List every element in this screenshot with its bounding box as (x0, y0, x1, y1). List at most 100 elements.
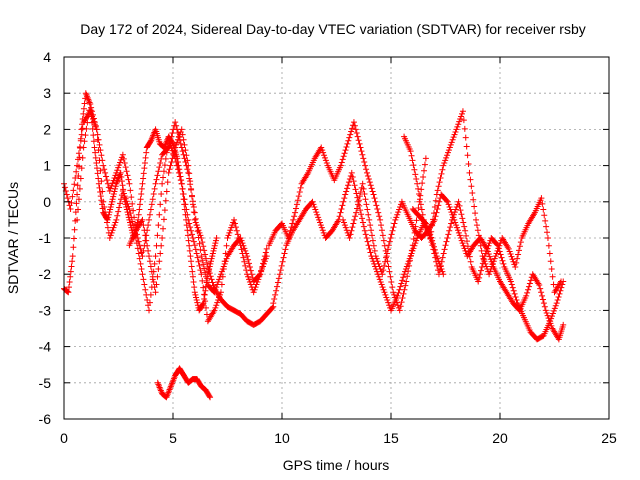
data-point (367, 182, 374, 189)
data-point (511, 290, 518, 297)
data-point (379, 271, 386, 278)
data-point (412, 240, 419, 247)
data-point (378, 227, 385, 234)
data-point (353, 130, 360, 137)
data-point (460, 117, 467, 124)
data-point (387, 235, 394, 241)
data-point (154, 172, 161, 179)
data-point (453, 203, 460, 210)
data-point (430, 246, 437, 253)
data-point (412, 171, 419, 178)
data-point (341, 222, 348, 229)
data-point (191, 242, 198, 249)
data-point (254, 278, 261, 285)
data-point (215, 278, 222, 285)
data-point (516, 243, 523, 250)
data-point (227, 227, 234, 234)
data-point (388, 231, 395, 238)
data-point (411, 242, 418, 249)
data-point (183, 152, 190, 159)
data-point (443, 154, 450, 161)
data-point (372, 198, 379, 205)
data-point (116, 162, 123, 169)
data-point (442, 242, 449, 249)
data-point (197, 232, 204, 239)
series-sat-h (340, 180, 567, 343)
data-point (157, 250, 164, 257)
data-point (98, 152, 105, 159)
data-point (112, 185, 119, 192)
data-point (130, 222, 137, 229)
data-point (282, 246, 289, 253)
data-point (207, 394, 214, 401)
data-point (184, 227, 191, 234)
data-point (365, 242, 372, 249)
y-tick-label: 2 (43, 121, 51, 137)
data-point (188, 263, 195, 270)
data-point (156, 258, 163, 265)
data-point (449, 136, 456, 143)
data-point (186, 242, 193, 249)
data-point (461, 223, 468, 230)
data-point (506, 248, 513, 255)
data-point (390, 289, 397, 296)
data-point (370, 242, 377, 249)
data-point (551, 305, 558, 312)
data-point (344, 185, 351, 192)
data-point (247, 281, 254, 288)
data-point (556, 290, 563, 297)
data-point (512, 263, 519, 270)
data-point (143, 237, 150, 244)
data-point (102, 169, 109, 176)
data-point (318, 144, 325, 151)
data-point (75, 150, 82, 157)
data-point (212, 237, 219, 244)
data-point (472, 210, 479, 217)
data-point (138, 191, 145, 198)
data-point (190, 203, 197, 210)
data-point (374, 258, 381, 265)
data-point (75, 206, 82, 213)
data-point (203, 255, 210, 262)
data-point (377, 266, 384, 273)
data-point (466, 253, 473, 260)
data-point (187, 178, 194, 185)
data-point (201, 291, 208, 298)
data-point (456, 202, 463, 209)
data-point (80, 105, 87, 112)
data-point (489, 260, 496, 267)
data-point (454, 123, 461, 130)
data-point (544, 312, 551, 319)
data-point (525, 286, 532, 293)
data-point (469, 190, 476, 197)
x-tick-label: 25 (601, 430, 617, 446)
data-point (193, 250, 200, 257)
data-point (550, 307, 557, 314)
data-point (146, 307, 153, 314)
data-point (493, 241, 500, 248)
data-point (256, 273, 263, 280)
data-point (167, 162, 174, 169)
data-point (199, 239, 206, 246)
data-point (217, 289, 224, 296)
data-point (152, 289, 159, 296)
data-point (440, 162, 447, 169)
series-sat-d (126, 126, 277, 328)
data-point (112, 172, 119, 179)
data-point (292, 209, 299, 216)
data-point (316, 216, 323, 223)
data-point (78, 126, 85, 133)
data-point (189, 201, 196, 208)
data-point (258, 267, 265, 274)
data-point (446, 203, 453, 210)
data-point (541, 303, 548, 310)
data-point (109, 180, 116, 187)
data-point (361, 227, 368, 234)
data-point (527, 277, 534, 284)
data-point (460, 242, 467, 249)
data-point (459, 240, 466, 247)
x-tick-label: 20 (492, 430, 508, 446)
data-point (89, 108, 96, 115)
data-point (260, 260, 267, 267)
data-point (486, 271, 493, 278)
